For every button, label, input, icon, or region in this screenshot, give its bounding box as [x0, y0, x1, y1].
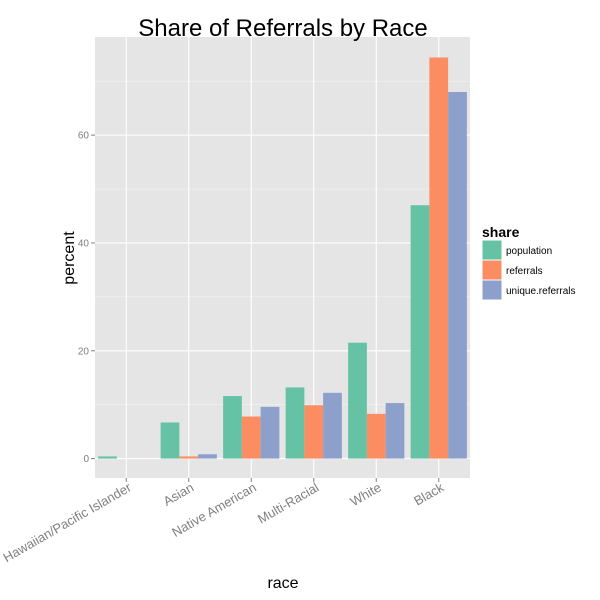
- legend-swatch: [481, 239, 503, 261]
- y-axis-title: percent: [61, 231, 78, 285]
- x-tick-label: Hawaiian/Pacific Islander: [0, 479, 134, 565]
- y-axis: 0 20 40 60: [78, 131, 95, 465]
- chart-title: Share of Referrals by Race: [138, 15, 427, 42]
- y-tick-label: 60: [78, 131, 90, 142]
- legend: share population referrals unique.referral…: [481, 224, 575, 301]
- bar-population: [410, 205, 430, 459]
- bar-unique.referrals: [198, 454, 217, 459]
- legend-swatch: [481, 279, 503, 301]
- y-tick-label: 40: [78, 238, 90, 249]
- bar-referrals: [241, 416, 261, 459]
- bar-unique.referrals: [385, 403, 405, 459]
- bar-unique.referrals: [260, 406, 280, 459]
- bar-referrals: [304, 405, 324, 459]
- bar-referrals: [429, 57, 449, 459]
- x-tick-label: Multi-Racial: [255, 480, 321, 527]
- x-tick-label: Asian: [161, 480, 197, 509]
- legend-entry: referrals: [506, 266, 543, 277]
- x-tick-label: White: [347, 480, 383, 510]
- bar-population: [223, 396, 242, 459]
- bar-referrals: [179, 456, 199, 459]
- legend-title: share: [482, 224, 520, 240]
- bar-population: [160, 422, 180, 459]
- bar-population: [348, 342, 367, 459]
- bar-population: [98, 456, 117, 459]
- bars: [98, 57, 467, 459]
- y-tick-label: 0: [83, 454, 89, 465]
- grid-minor: [95, 80, 470, 405]
- bar-unique.referrals: [323, 392, 342, 459]
- x-axis-title: race: [267, 575, 298, 592]
- x-tick-label: Black: [411, 479, 446, 508]
- bar-unique.referrals: [448, 91, 467, 459]
- legend-entry: unique.referrals: [506, 286, 575, 297]
- legend-swatch: [481, 259, 503, 281]
- bar-referrals: [366, 413, 386, 459]
- legend-entry: population: [506, 246, 552, 257]
- y-tick-label: 20: [78, 346, 90, 357]
- bar-population: [285, 387, 305, 459]
